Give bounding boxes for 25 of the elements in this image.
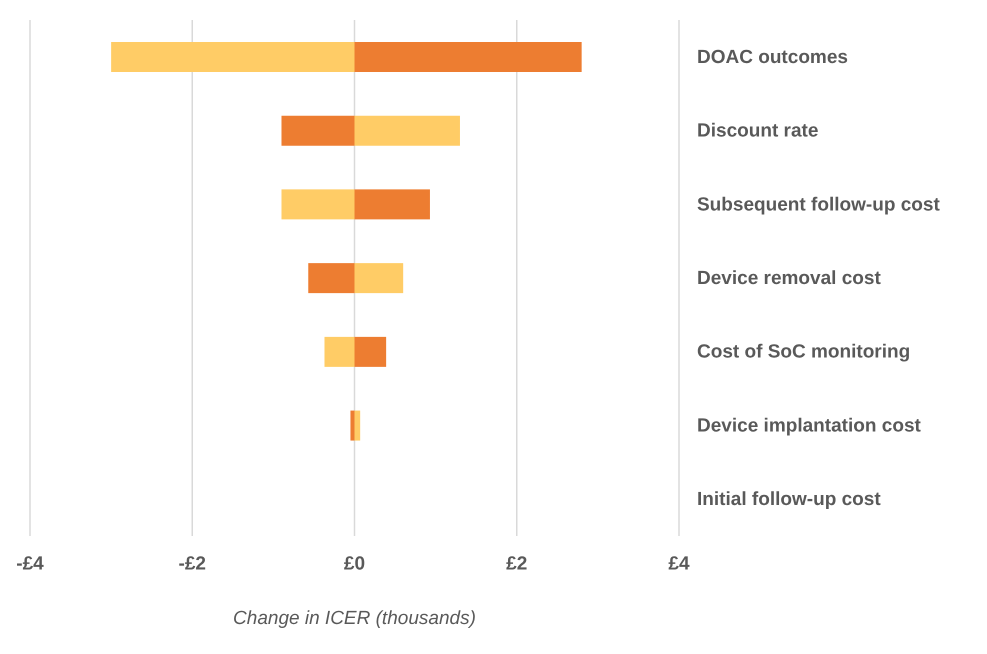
x-axis-title: Change in ICER (thousands) xyxy=(233,608,476,629)
bar xyxy=(324,336,354,367)
y-tick-label: Cost of SoC monitoring xyxy=(697,342,910,363)
bar xyxy=(354,189,430,220)
x-tick-label: £4 xyxy=(668,553,690,574)
y-tick-label: Device implantation cost xyxy=(697,415,922,436)
y-tick-label: DOAC outcomes xyxy=(697,46,848,68)
y-tick-label: Initial follow-up cost xyxy=(697,489,882,510)
bar xyxy=(354,263,404,294)
x-tick-label: -£4 xyxy=(16,553,44,574)
y-tick-label: Device removal cost xyxy=(697,268,882,289)
y-tick-label: Discount rate xyxy=(697,120,818,142)
bar xyxy=(281,116,354,146)
y-tick-label: Subsequent follow-up cost xyxy=(697,194,940,216)
x-tick-label: -£2 xyxy=(178,553,206,574)
bar xyxy=(354,336,386,367)
bar xyxy=(354,410,360,441)
x-tick-label: £2 xyxy=(506,553,528,574)
bar xyxy=(354,116,460,146)
bar xyxy=(281,189,354,220)
bar xyxy=(111,42,354,72)
x-tick-label: £0 xyxy=(344,553,366,574)
bar xyxy=(308,263,354,294)
bar xyxy=(350,410,354,441)
bar xyxy=(354,42,582,72)
